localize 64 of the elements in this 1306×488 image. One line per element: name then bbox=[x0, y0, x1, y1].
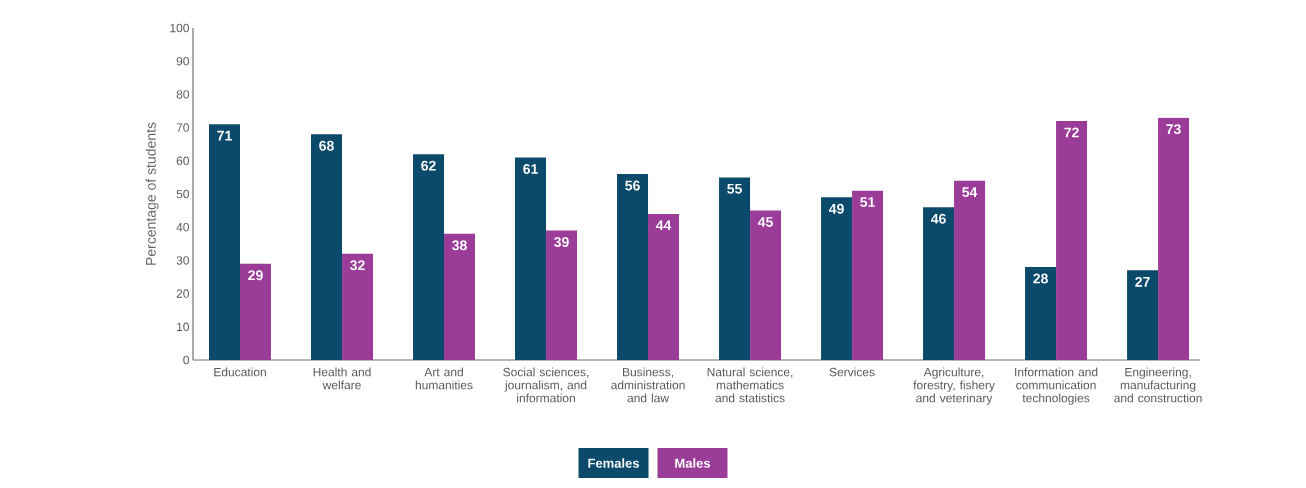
bar bbox=[1127, 270, 1159, 360]
data-label: 71 bbox=[217, 130, 232, 141]
bar bbox=[923, 207, 955, 360]
x-tick-label: Services bbox=[829, 367, 875, 377]
bar bbox=[209, 124, 241, 360]
x-tick-label: Information and communication technologies bbox=[1015, 367, 1098, 405]
data-label: 38 bbox=[452, 240, 467, 251]
data-label: 55 bbox=[727, 183, 742, 194]
y-axis-title: Percentage of students bbox=[145, 122, 159, 265]
bar bbox=[852, 190, 884, 360]
bar bbox=[648, 213, 680, 360]
bar bbox=[240, 263, 272, 360]
data-label: 51 bbox=[860, 197, 875, 207]
data-label: 73 bbox=[1166, 124, 1181, 135]
bar bbox=[821, 197, 853, 360]
text: Females bbox=[588, 458, 639, 468]
x-tick-label: Art and humanities bbox=[415, 367, 473, 390]
bar bbox=[546, 230, 578, 360]
data-label: 62 bbox=[421, 160, 436, 171]
y-tick-label: 40 bbox=[176, 222, 190, 232]
y-tick-label: 100 bbox=[170, 23, 189, 33]
y-tick-label: 10 bbox=[177, 322, 190, 332]
bar bbox=[1158, 117, 1190, 360]
x-tick-label: Social sciences, journalism, and information bbox=[503, 367, 589, 403]
data-label: 45 bbox=[757, 217, 773, 227]
data-label: 27 bbox=[1135, 276, 1150, 287]
bar bbox=[1025, 267, 1057, 360]
y-tick-label: 60 bbox=[176, 156, 190, 166]
x-tick-label: Education bbox=[214, 367, 266, 377]
y-tick-label: 90 bbox=[176, 56, 190, 66]
data-label: 68 bbox=[319, 140, 334, 151]
y-tick-label: 80 bbox=[176, 90, 190, 99]
x-tick-label: Engineering, manufacturing and construction bbox=[1114, 367, 1202, 403]
data-label: 46 bbox=[930, 213, 946, 224]
bar bbox=[617, 174, 649, 360]
bar bbox=[413, 154, 445, 360]
y-tick-label: 0 bbox=[183, 355, 190, 365]
bar bbox=[719, 177, 751, 360]
data-label: 28 bbox=[1033, 273, 1048, 284]
bar bbox=[515, 157, 547, 360]
data-label: 61 bbox=[523, 164, 538, 174]
x-tick-label: Natural science, mathematics and statistics bbox=[707, 367, 793, 403]
bar bbox=[444, 233, 476, 360]
bar bbox=[1056, 120, 1088, 360]
data-label: 54 bbox=[962, 187, 978, 198]
y-tick-label: 30 bbox=[176, 256, 190, 265]
x-tick-label: Business, administration and law bbox=[611, 367, 685, 403]
data-label: 39 bbox=[554, 237, 569, 247]
y-tick-label: 20 bbox=[176, 289, 190, 298]
y-tick-label: 70 bbox=[176, 123, 190, 132]
bar bbox=[750, 210, 782, 360]
x-tick-label: Agriculture, forestry, fishery and veterinary bbox=[913, 367, 995, 405]
x-tick-label: Health and welfare bbox=[313, 367, 371, 390]
y-tick-label: 50 bbox=[176, 189, 190, 199]
data-label: 29 bbox=[248, 270, 263, 281]
bar bbox=[954, 180, 986, 360]
data-label: 32 bbox=[350, 260, 365, 271]
data-label: 72 bbox=[1064, 127, 1079, 138]
text: Males bbox=[675, 458, 711, 468]
data-label: 49 bbox=[828, 203, 844, 214]
data-label: 44 bbox=[655, 220, 672, 231]
bar bbox=[342, 253, 374, 360]
data-label: 56 bbox=[625, 180, 640, 191]
bar bbox=[311, 134, 343, 360]
